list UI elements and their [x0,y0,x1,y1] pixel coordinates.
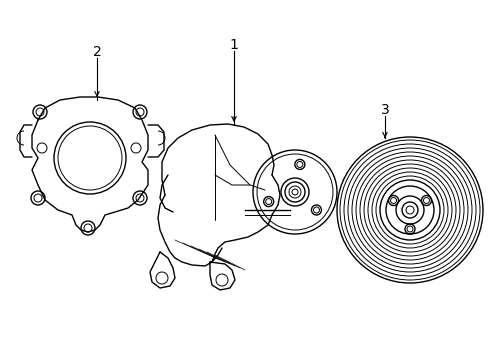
Text: 2: 2 [92,45,101,59]
Text: 3: 3 [380,103,388,117]
Text: 1: 1 [229,38,238,52]
